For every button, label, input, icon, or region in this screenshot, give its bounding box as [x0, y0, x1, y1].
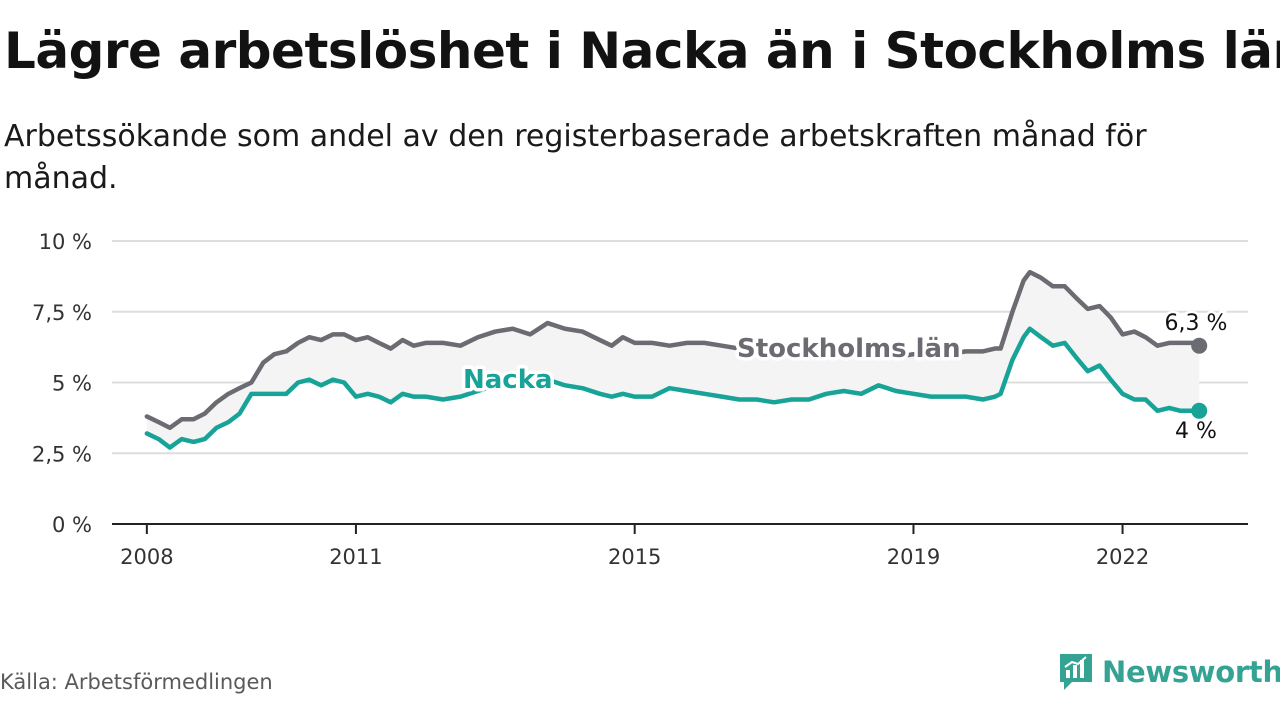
series-labels: Stockholms län Nacka 6,3 % 4 %: [460, 309, 1230, 447]
x-tick-label: 2015: [608, 545, 661, 569]
y-tick-label: 5 %: [52, 372, 92, 396]
chart-title: Lägre arbetslöshet i Nacka än i Stockhol…: [4, 22, 1280, 80]
y-tick-label: 10 %: [39, 230, 92, 254]
source-note: Källa: Arbetsförmedlingen: [0, 670, 273, 694]
x-tick-label: 2019: [887, 545, 940, 569]
y-tick-label: 0 %: [52, 513, 92, 537]
axes: 0 % 2,5 % 5 % 7,5 % 10 % 2008 2011 2015 2019 2022: [32, 230, 1248, 569]
series-label-stockholm: Stockholms län: [737, 334, 961, 364]
y-tick-label: 7,5 %: [32, 301, 92, 325]
band-area: [146, 272, 1200, 448]
difference-band: [146, 272, 1200, 448]
end-label-nacka: 4 %: [1175, 419, 1217, 444]
end-marker-nacka: [1191, 402, 1208, 419]
x-tick-label: 2022: [1096, 545, 1149, 569]
line-nacka: [144, 326, 1202, 450]
x-tick-label: 2011: [329, 545, 382, 569]
newsworthy-icon: [1060, 654, 1092, 690]
end-marker-stockholm: [1191, 337, 1208, 354]
brand-logo[interactable]: Newsworthy: [1058, 652, 1280, 692]
brand-name: Newsworthy: [1102, 655, 1280, 689]
end-label-stockholm: 6,3 %: [1165, 311, 1228, 336]
series-lines: [144, 269, 1208, 450]
x-tick-label: 2008: [120, 545, 173, 569]
line-stockholm: [144, 269, 1202, 431]
series-label-nacka: Nacka: [463, 365, 553, 395]
y-tick-label: 2,5 %: [32, 442, 92, 466]
line-chart: 0 % 2,5 % 5 % 7,5 % 10 % 2008 2011 2015 2019 2022…: [32, 230, 1248, 569]
chart-subtitle: Arbetssökande som andel av den registerb…: [4, 119, 1147, 196]
